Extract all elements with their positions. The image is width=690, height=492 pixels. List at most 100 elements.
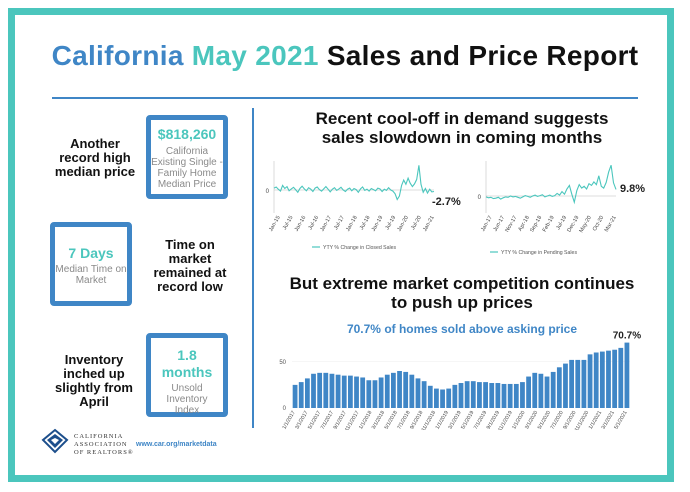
median-price-value: $818,260 [157,126,217,142]
pending-sales-legend-label: YTY % Change in Pending Sales [501,250,577,256]
median-price-label: Another record high median price [54,136,136,179]
above-asking-bar-chart: 05070.7%1/1/20173/1/20175/1/20177/1/2017… [279,331,641,430]
bar [391,372,396,408]
pending-sales-x-tick: Mar-21 [604,215,618,233]
bar [458,383,464,408]
inventory-desc: Unsold Inventory Index [166,383,208,416]
closed-sales-x-tick: Jan-17 [319,215,333,233]
bar [606,350,611,408]
inventory-label: Inventory inched up slightly from April [54,352,133,409]
bar [520,382,525,408]
bar [292,384,298,409]
title-part2: May 2021 [191,40,319,71]
section2-heading-line1: But extreme market competition continues [289,274,635,293]
org-name: CALIFORNIA ASSOCIATION OF REALTORS® [74,433,134,457]
section1-heading-line2: sales slowdown in coming months [321,128,603,147]
bar [556,367,562,408]
bar [354,376,359,408]
bar [489,383,495,408]
bar [434,388,439,408]
pending-sales-y-tick-0: 0 [478,195,482,201]
bar [569,359,575,408]
pending-sales-value-label: 9.8% [620,183,645,195]
bar [538,373,544,408]
bar [323,372,329,408]
bar [347,375,353,409]
pending-sales-x-tick: Feb-19 [542,215,556,233]
closed-sales-x-tick: Jul-20 [410,215,423,231]
bar [304,378,310,408]
pending-sales-x-tick: May-20 [579,215,593,234]
pending-sales-x-tick: Nov-17 [504,215,518,233]
closed-sales-x-tick: Jul-15 [282,215,295,231]
bar [397,371,402,408]
header-divider [52,97,638,99]
bar-last-value-label: 70.7% [613,331,641,342]
closed-sales-series-line [273,165,435,201]
closed-sales-x-tick: Jul-17 [333,215,346,231]
closed-sales-x-tick: Jan-15 [268,215,282,233]
bar [526,376,531,408]
bar [612,349,618,408]
bar-y-tick: 50 [279,360,286,366]
bar [366,380,372,408]
bar [544,376,550,408]
title-part3: Sales and Price Report [326,40,639,71]
bar [341,375,347,409]
org-line-1: CALIFORNIA [74,433,124,440]
market-data-link[interactable]: www.car.org/marketdata [136,441,217,448]
days-desc: Median Time on Market [55,264,127,286]
closed-sales-legend-label: YTY % Change in Closed Sales [323,245,397,251]
median-price-box: $818,260 California Existing Single -Fam… [146,115,228,199]
bar [483,382,488,408]
bar [495,383,501,408]
bar [563,363,568,408]
section1-heading: Recent cool-off in demand suggests sales… [262,109,662,147]
section2-heading-line2: to push up prices [391,293,533,312]
bar [329,373,335,408]
closed-sales-x-tick: Jul-16 [308,215,321,231]
bar [298,382,304,408]
bar [464,381,470,408]
bar [421,381,427,408]
bar [384,374,390,408]
closed-sales-x-tick: Jan-16 [294,215,308,233]
org-line-2: ASSOCIATION [74,441,128,448]
closed-sales-x-tick: Jul-19 [385,215,398,231]
bar [513,383,519,408]
bar [378,377,384,408]
bar-y-tick: 0 [283,406,287,412]
bar [415,378,421,408]
median-price-desc: California Existing Single -Family Home … [151,146,223,190]
bar [599,351,605,408]
bar [550,371,556,408]
bar [427,385,433,408]
bar [501,383,507,408]
bar [507,383,513,408]
bar [587,354,593,408]
section2-heading: But extreme market competition continues… [262,274,662,312]
bar [440,389,445,408]
bar [581,359,587,408]
days-on-market-box: 7 Days Median Time on Market [50,222,132,306]
days-label: Time on market remained at record low [153,237,227,294]
bar [311,373,316,408]
inventory-box: 1.8 months Unsold Inventory Index [146,333,228,417]
bar [532,372,538,408]
car-logo-icon [41,428,69,454]
closed-sales-value-label: -2.7% [432,196,461,208]
report-title: California May 2021 Sales and Price Repo… [0,40,690,72]
pending-sales-x-tick: Jul-19 [555,215,568,231]
bar [360,377,366,408]
days-value: 7 Days [68,245,114,261]
bar [335,374,341,408]
org-line-3: OF REALTORS® [74,449,134,456]
bar [624,342,630,408]
bar [372,380,378,408]
bar [618,347,624,409]
bar [477,382,482,408]
closed-sales-x-tick: Jan-19 [371,215,385,233]
column-divider [252,108,254,428]
